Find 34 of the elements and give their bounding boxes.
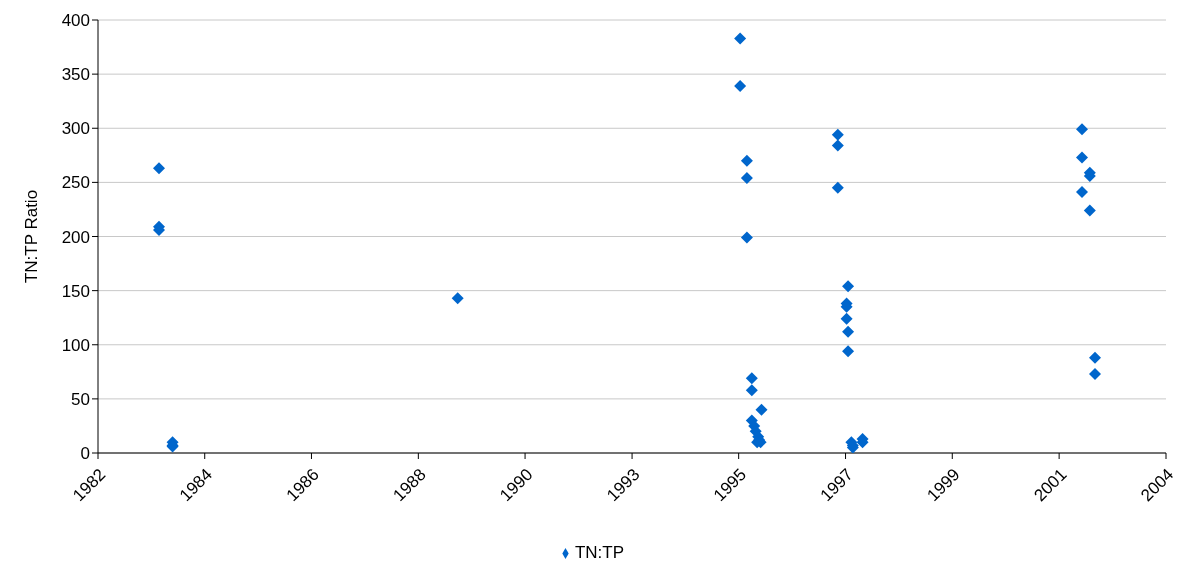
point xyxy=(153,162,166,175)
point xyxy=(840,312,853,325)
point xyxy=(451,292,464,305)
y-tick-label: 400 xyxy=(61,11,90,31)
point xyxy=(842,280,855,293)
y-tick-label: 0 xyxy=(80,444,90,464)
point xyxy=(831,128,844,141)
point xyxy=(1089,367,1102,380)
y-axis-title: TN:TP Ratio xyxy=(22,189,42,284)
y-tick-label: 50 xyxy=(71,389,90,409)
y-tick-label: 150 xyxy=(61,281,90,301)
point xyxy=(1083,204,1096,217)
y-tick-label: 100 xyxy=(61,335,90,355)
point xyxy=(831,181,844,194)
y-tick-label: 250 xyxy=(61,173,90,193)
y-tick-label: 350 xyxy=(61,65,90,85)
point xyxy=(745,372,758,385)
y-tick-label: 300 xyxy=(61,119,90,139)
point xyxy=(1089,351,1102,364)
point xyxy=(842,345,855,358)
point xyxy=(740,231,753,244)
point xyxy=(734,32,747,45)
point xyxy=(1076,151,1088,164)
point xyxy=(1076,186,1088,199)
point xyxy=(745,384,758,397)
legend-label: TN:TP xyxy=(574,543,625,562)
y-tick-label: 200 xyxy=(61,227,90,247)
point xyxy=(740,172,753,185)
point xyxy=(740,154,753,167)
point xyxy=(842,325,855,338)
point xyxy=(1076,123,1088,136)
point xyxy=(755,403,768,416)
point xyxy=(734,80,747,93)
point xyxy=(831,139,844,152)
